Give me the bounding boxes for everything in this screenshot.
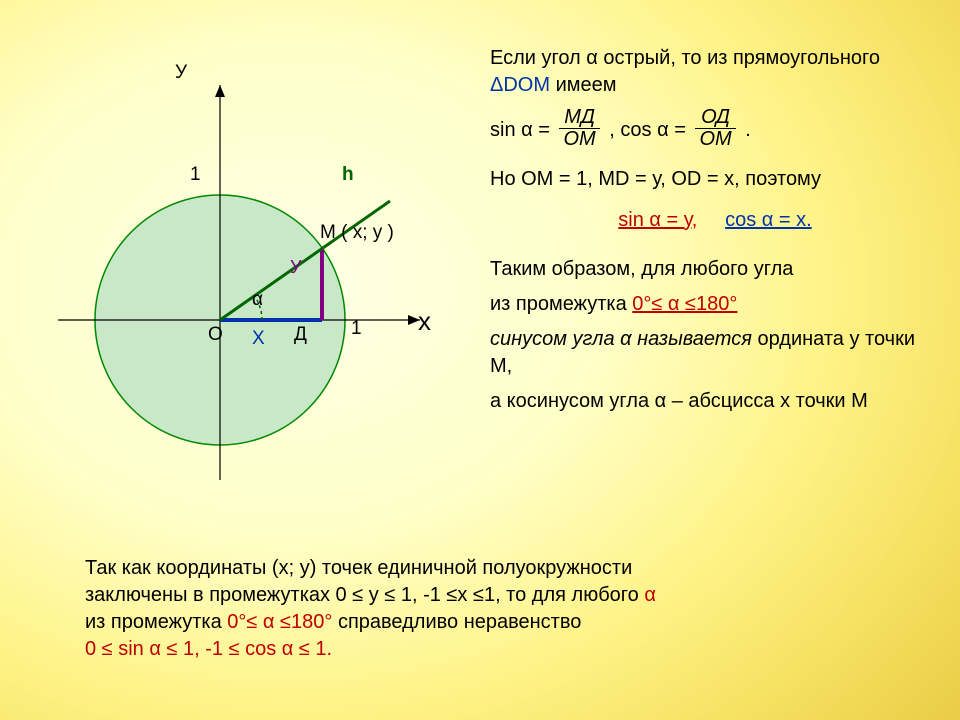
svg-text:Х: Х (252, 328, 265, 349)
bl4-inequality: 0 ≤ sin α ≤ 1, -1 ≤ cos α ≤ 1. (85, 636, 915, 663)
bl3a: из промежутка (85, 611, 227, 633)
bl3: из промежутка 0°≤ α ≤180° справедливо не… (85, 609, 915, 636)
para-5b: из промежутка 0°≤ α ≤180° (490, 291, 940, 318)
bl1: Так как координаты (х; у) точек единично… (85, 555, 915, 582)
sin-result: sin α = у, (618, 209, 697, 231)
cos-eq-label: cos α = (620, 119, 691, 141)
comma-sep: , (609, 119, 620, 141)
para-formulas: sin α = МДОМ , cos α = ОДОМ . (490, 109, 940, 152)
angle-range: 0°≤ α ≤180° (632, 293, 737, 315)
period: . (745, 119, 751, 141)
para-result: sin α = у, cos α = х. (490, 207, 940, 234)
svg-text:1: 1 (190, 164, 201, 185)
p1-text-a: Если угол α острый, то из прямоугольного (490, 47, 880, 69)
diagram-svg: Ух 1 1 О Д Х Уα h М ( х; у ) (40, 60, 440, 500)
bl2: заключены в промежутках 0 ≤ у ≤ 1, -1 ≤х… (85, 582, 915, 609)
frac2-den: ОМ (695, 129, 735, 150)
svg-text:α: α (252, 289, 263, 310)
cos-result: cos α = х. (725, 209, 812, 231)
sin-eq-label: sin α = (490, 119, 555, 141)
para-6: синусом угла α называется ордината у точ… (490, 326, 940, 380)
svg-text:h: h (342, 164, 354, 185)
para-1: Если угол α острый, то из прямоугольного… (490, 45, 940, 99)
bl2-alpha: α (644, 584, 656, 606)
bl3c: справедливо неравенство (332, 611, 581, 633)
triangle-name: ΔDОМ (490, 74, 550, 96)
para-5a: Таким образом, для любого угла (490, 256, 940, 283)
p1-text-c: имеем (550, 74, 616, 96)
svg-text:У: У (175, 62, 188, 83)
svg-text:У: У (290, 257, 302, 277)
fraction-sin: МДОМ (559, 107, 599, 150)
frac2-num: ОД (695, 107, 735, 129)
svg-text:х: х (418, 306, 431, 336)
frac1-num: МД (559, 107, 599, 129)
svg-text:О: О (208, 324, 223, 345)
slide-content: Ух11ОДХУαhМ ( х; у ) Если угол α острый,… (0, 0, 960, 720)
svg-text:Д: Д (294, 324, 307, 345)
unit-circle-diagram: Ух 1 1 О Д Х Уα h М ( х; у ) (40, 60, 440, 500)
bl2a: заключены в промежутках 0 ≤ у ≤ 1, -1 ≤х… (85, 584, 644, 606)
p6a: синусом угла α называется (490, 328, 752, 350)
explanation-text-bottom: Так как координаты (х; у) точек единично… (85, 555, 915, 663)
explanation-text-right: Если угол α острый, то из прямоугольного… (490, 45, 940, 423)
fraction-cos: ОДОМ (695, 107, 735, 150)
para-3: Но ОМ = 1, МD = у, ОD = х, поэтому (490, 166, 940, 193)
svg-text:М ( х; у ): М ( х; у ) (320, 222, 394, 243)
frac1-den: ОМ (559, 129, 599, 150)
svg-text:1: 1 (351, 318, 362, 339)
p5b-pre: из промежутка (490, 293, 632, 315)
bl3-range: 0°≤ α ≤180° (227, 611, 332, 633)
para-7: а косинусом угла α – абсцисса х точки М (490, 388, 940, 415)
